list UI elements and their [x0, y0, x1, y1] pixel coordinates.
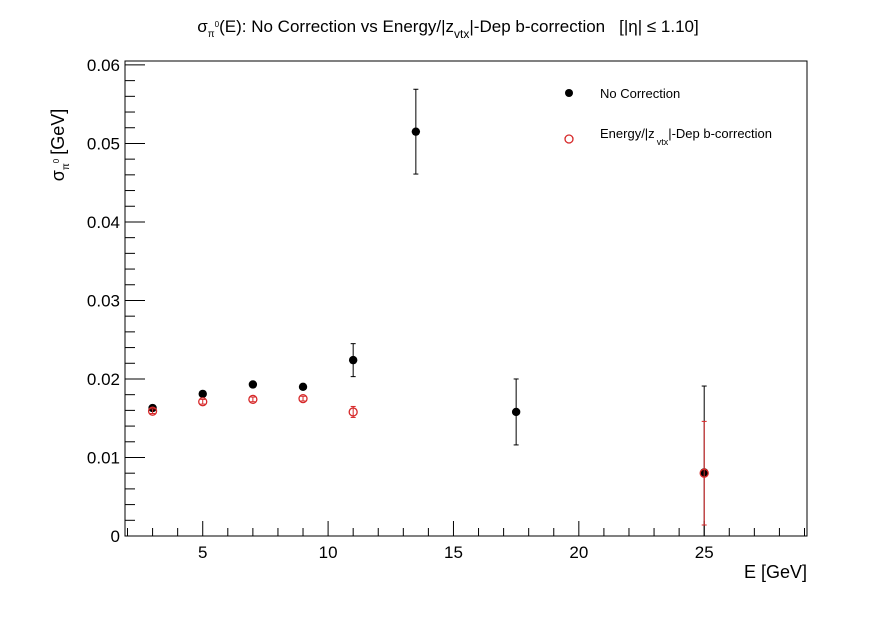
x-axis-label: E [GeV] [744, 562, 807, 582]
x-tick-label: 15 [444, 543, 463, 562]
legend-label-b-correction: Energy/|zvtx|-Dep b-correction [600, 126, 772, 147]
data-point [198, 397, 208, 407]
data-point [348, 407, 358, 417]
data-point [248, 394, 258, 405]
data-point [348, 355, 358, 365]
y-tick-label: 0.03 [87, 291, 120, 310]
y-tick-label: 0.01 [87, 448, 120, 467]
data-point [511, 407, 521, 417]
data-point [699, 468, 709, 478]
x-tick-label: 10 [319, 543, 338, 562]
data-series [147, 88, 709, 537]
y-tick-label: 0.06 [87, 56, 120, 75]
y-tick-label: 0.05 [87, 134, 120, 153]
x-tick-label: 5 [198, 543, 207, 562]
data-point [411, 127, 421, 136]
legend-marker-b-correction [564, 134, 574, 144]
y-tick-label: 0 [111, 527, 120, 546]
legend-label-no-correction: No Correction [600, 86, 680, 101]
y-axis-ticks [125, 64, 145, 537]
series-b-correction [147, 393, 709, 526]
data-point [298, 393, 308, 404]
data-point [248, 380, 258, 389]
y-axis-label: σπ0[GeV] [48, 109, 72, 182]
legend: No Correction Energy/|zvtx|-Dep b-correc… [564, 86, 772, 147]
data-point [147, 406, 158, 416]
y-tick-label: 0.02 [87, 370, 120, 389]
chart-title: σπ0(E): No Correction vs Energy/|zvtx|-D… [197, 17, 699, 41]
legend-marker-no-correction [565, 89, 573, 97]
y-tick-label: 0.04 [87, 213, 120, 232]
x-axis-tick-labels: 5 10 15 20 25 [198, 543, 714, 562]
data-point [148, 403, 157, 413]
data-point [198, 389, 207, 399]
data-point [298, 382, 308, 392]
y-axis-tick-labels: 0 0.01 0.02 0.03 0.04 0.05 0.06 [87, 56, 120, 546]
plot-frame [124, 60, 808, 537]
x-tick-label: 20 [569, 543, 588, 562]
x-axis-ticks [127, 521, 805, 536]
x-tick-label: 25 [695, 543, 714, 562]
